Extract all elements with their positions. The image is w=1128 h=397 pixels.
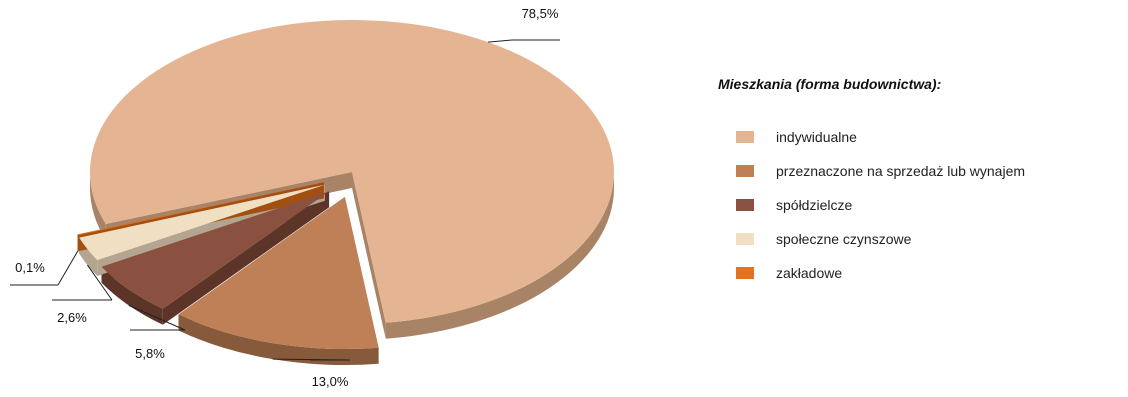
leader-line-3 bbox=[87, 264, 113, 301]
legend-label-3: społeczne czynszowe bbox=[776, 231, 912, 247]
legend-label-2: spółdzielcze bbox=[776, 197, 853, 213]
legend-swatch-0 bbox=[736, 131, 754, 143]
legend-swatch-3 bbox=[736, 233, 754, 245]
legend-item-0: indywidualne bbox=[736, 120, 1118, 154]
leader-line-2 bbox=[128, 304, 186, 331]
legend-item-1: przeznaczone na sprzedaż lub wynajem bbox=[736, 154, 1118, 188]
data-label-4: 0,1% bbox=[15, 260, 45, 275]
legend-label-0: indywidualne bbox=[776, 129, 857, 145]
pie-slice-4 bbox=[77, 182, 324, 236]
pie-slice-2 bbox=[101, 191, 330, 309]
pie-slice-edge-2-0 bbox=[162, 191, 330, 325]
data-label-3: 2,6% bbox=[57, 310, 87, 325]
pie-slice-side-0 bbox=[385, 172, 614, 339]
legend-label-1: przeznaczone na sprzedaż lub wynajem bbox=[776, 163, 1026, 179]
legend-title: Mieszkania (forma budownictwa): bbox=[718, 76, 942, 92]
legend-item-4: zakładowe bbox=[736, 256, 1118, 290]
data-label-0: 78,5% bbox=[522, 6, 559, 21]
legend-item-3: społeczne czynszowe bbox=[736, 222, 1118, 256]
legend-items: indywidualne przeznaczone na sprzedaż lub… bbox=[718, 120, 1118, 290]
pie-slice-side-0 bbox=[90, 172, 106, 240]
pie-slice-side-2 bbox=[101, 266, 163, 325]
pie-label-layer: 78,5% 13,0% 5,8% 2,6% 0,1% bbox=[10, 6, 560, 389]
legend-item-2: spółdzielcze bbox=[736, 188, 1118, 222]
leader-line-4 bbox=[57, 250, 79, 286]
legend-swatch-1 bbox=[736, 165, 754, 177]
pie-slice-0 bbox=[89, 19, 615, 323]
pie-slice-1 bbox=[178, 196, 379, 349]
pie-slice-edge-0-1 bbox=[352, 172, 386, 339]
data-label-2: 5,8% bbox=[135, 346, 165, 361]
leader-line-0 bbox=[488, 39, 513, 43]
legend-label-4: zakładowe bbox=[776, 265, 843, 281]
data-label-1: 13,0% bbox=[312, 374, 349, 389]
legend: Mieszkania (forma budownictwa): indywidu… bbox=[718, 76, 1118, 290]
legend-swatch-4 bbox=[736, 267, 754, 279]
pie-slice-side-1 bbox=[178, 314, 379, 365]
legend-swatch-2 bbox=[736, 199, 754, 211]
pie-slice-3 bbox=[79, 184, 325, 261]
pie-top-layer bbox=[77, 19, 615, 349]
